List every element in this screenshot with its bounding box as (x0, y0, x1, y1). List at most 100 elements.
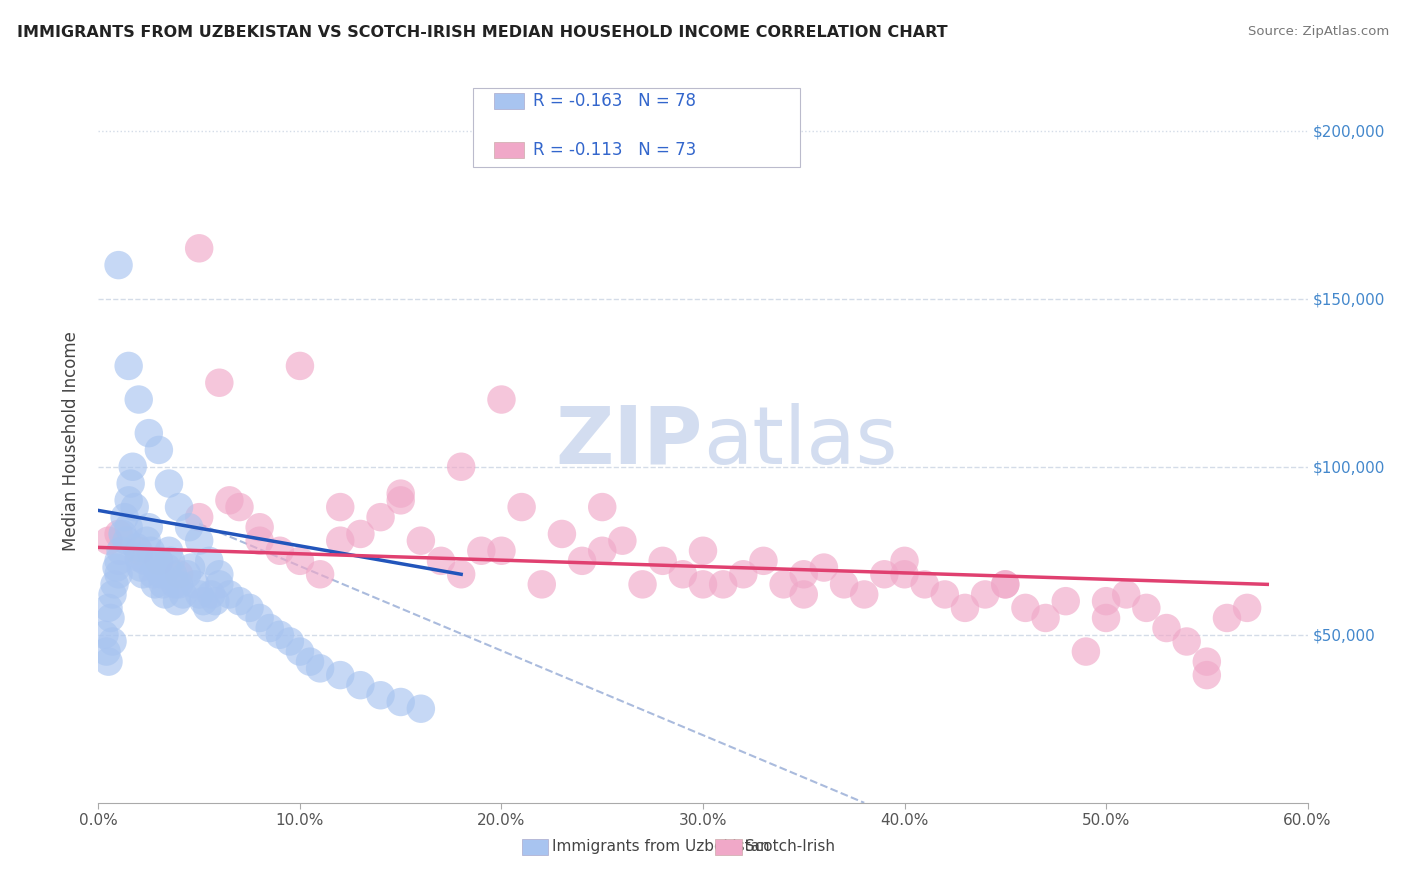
Point (118, 493, 141, 508)
Point (167, 500, 190, 514)
Point (156, 560, 179, 574)
Point (278, 634, 301, 648)
Point (491, 543, 513, 558)
Point (101, 634, 124, 648)
Point (103, 577, 125, 591)
Point (172, 587, 194, 601)
Point (288, 644, 311, 658)
Point (733, 567, 755, 582)
Point (389, 695, 412, 709)
Point (157, 543, 180, 558)
Point (188, 510, 211, 524)
Point (188, 533, 211, 548)
Point (389, 493, 412, 508)
Point (491, 392, 513, 407)
Point (914, 577, 936, 591)
Point (239, 600, 262, 615)
Text: R = -0.113   N = 73: R = -0.113 N = 73 (533, 141, 696, 159)
Point (208, 376, 231, 390)
Point (288, 554, 311, 568)
Point (118, 520, 141, 534)
Point (107, 258, 129, 272)
Point (162, 567, 184, 582)
Point (793, 587, 815, 601)
Text: R = -0.163   N = 78: R = -0.163 N = 78 (533, 92, 696, 111)
Point (591, 543, 613, 558)
Point (167, 577, 190, 591)
Point (188, 587, 211, 601)
Point (193, 594, 215, 608)
Point (370, 688, 392, 702)
Point (1175, 634, 1198, 648)
Bar (494, 142, 524, 158)
Point (288, 359, 311, 373)
Point (208, 567, 231, 582)
Text: ZIP: ZIP (555, 402, 703, 481)
Point (893, 567, 915, 582)
Point (329, 500, 352, 514)
Point (470, 543, 492, 558)
Point (510, 500, 533, 514)
Point (198, 554, 221, 568)
Point (994, 577, 1017, 591)
Point (269, 543, 291, 558)
Point (125, 541, 148, 555)
Point (120, 476, 142, 491)
Bar (494, 94, 524, 109)
Point (249, 520, 271, 534)
Point (124, 500, 146, 514)
Point (143, 577, 166, 591)
Point (149, 567, 172, 582)
Point (138, 426, 160, 441)
Point (228, 594, 250, 608)
Point (450, 459, 472, 474)
Point (148, 554, 170, 568)
Point (259, 621, 281, 635)
Point (118, 359, 141, 373)
Point (163, 577, 186, 591)
Point (309, 567, 332, 582)
Point (107, 567, 129, 582)
Point (204, 594, 226, 608)
Bar (716, 838, 742, 855)
Point (631, 577, 654, 591)
Point (711, 577, 734, 591)
Point (208, 577, 231, 591)
Point (269, 628, 291, 642)
Point (148, 442, 170, 457)
Point (853, 587, 876, 601)
Point (672, 567, 695, 582)
Point (772, 577, 794, 591)
Point (591, 500, 613, 514)
Point (530, 577, 553, 591)
Point (157, 476, 180, 491)
Bar (522, 838, 548, 855)
Point (93, 628, 115, 642)
Point (692, 577, 714, 591)
Point (100, 611, 122, 625)
Text: Source: ZipAtlas.com: Source: ZipAtlas.com (1249, 25, 1389, 38)
Point (135, 533, 157, 548)
Y-axis label: Median Household Income: Median Household Income (62, 332, 80, 551)
Point (832, 577, 855, 591)
Point (893, 554, 915, 568)
Point (1014, 600, 1036, 615)
Text: Immigrants from Uzbekistan: Immigrants from Uzbekistan (551, 838, 769, 854)
Point (176, 567, 198, 582)
Text: Scotch-Irish: Scotch-Irish (745, 838, 835, 854)
Point (329, 533, 352, 548)
Point (1115, 587, 1137, 601)
Point (651, 554, 673, 568)
Point (218, 493, 240, 508)
Point (309, 661, 332, 675)
Point (148, 554, 170, 568)
Point (184, 577, 207, 591)
Point (188, 241, 211, 255)
Point (1074, 644, 1097, 658)
Point (167, 567, 190, 582)
Point (128, 543, 150, 558)
Point (1054, 594, 1077, 608)
Text: atlas: atlas (703, 402, 897, 481)
Point (128, 550, 150, 565)
Point (107, 554, 129, 568)
